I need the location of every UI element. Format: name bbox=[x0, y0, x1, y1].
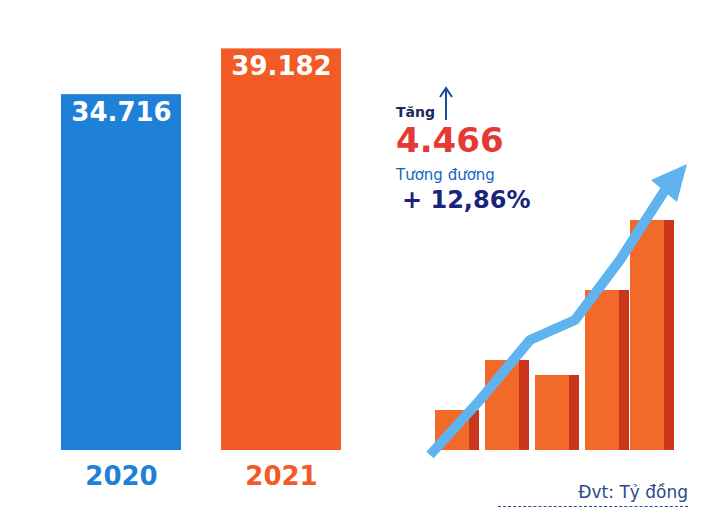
svg-text:2020: 2020 bbox=[85, 461, 157, 491]
svg-text:34.716: 34.716 bbox=[71, 97, 171, 127]
html-text:+ 12,86%: + 12,86% bbox=[402, 186, 531, 214]
svg-text:39.182: 39.182 bbox=[231, 51, 331, 81]
html-text:Đvt: Tỷ đồng: Đvt: Tỷ đồng bbox=[578, 482, 688, 502]
html-text:Tăng: Tăng bbox=[396, 104, 435, 120]
html-text:Tương đương: Tương đương bbox=[396, 166, 495, 184]
svg-text:2021: 2021 bbox=[245, 461, 317, 491]
html-text:4.466: 4.466 bbox=[396, 120, 504, 160]
